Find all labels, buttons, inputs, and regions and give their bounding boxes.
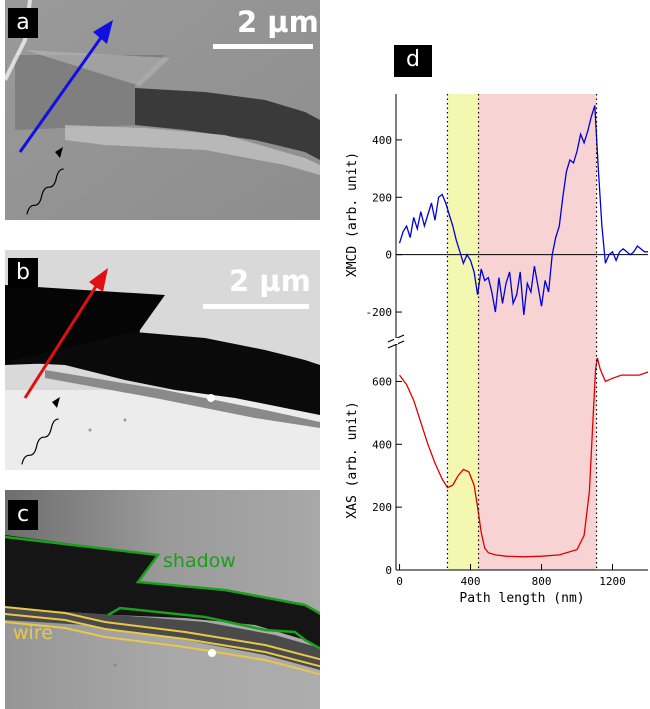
panel-label-a: a — [8, 8, 38, 38]
xtick-label: 0 — [396, 575, 403, 588]
panel-label-c: c — [8, 500, 38, 530]
ytick-label-XMCD: 0 — [385, 249, 392, 262]
xtick-label: 800 — [532, 575, 552, 588]
ytick-label-XAS: 400 — [372, 438, 392, 451]
chart-panel-d: -200 0 200 400 XMCD (arb. unit) 0 200 400 600 XAS… — [330, 80, 650, 640]
wire-label: wire — [13, 622, 53, 644]
panel-label-b: b — [8, 258, 38, 288]
axis-break-gap — [394, 338, 398, 344]
panel-label-d: d — [394, 45, 432, 77]
ylabel-XAS: XAS (arb. unit) — [345, 401, 360, 518]
scale-text-a: 2 µm — [237, 5, 319, 39]
xtick-label: 400 — [461, 575, 481, 588]
ytick-label-XAS: 0 — [385, 564, 392, 577]
xtick-label: 1200 — [599, 575, 626, 588]
ytick-label-XMCD: 400 — [372, 134, 392, 147]
scale-bar-b — [203, 304, 309, 309]
panel-a-image: a 2 µm — [5, 0, 320, 220]
band-yellow — [447, 94, 478, 570]
scale-text-b: 2 µm — [229, 264, 311, 298]
shadow-label: shadow — [163, 550, 236, 572]
scale-bar-a — [213, 44, 313, 49]
panel-b-image: b 2 µm — [5, 250, 320, 470]
ylabel-XMCD: XMCD (arb. unit) — [345, 152, 360, 277]
ytick-label-XMCD: 200 — [372, 191, 392, 204]
ytick-label-XMCD: -200 — [366, 306, 393, 319]
panel-c-image: c shadow wire — [5, 490, 320, 709]
ytick-label-XAS: 600 — [372, 375, 392, 388]
ytick-label-XAS: 200 — [372, 501, 392, 514]
xlabel: Path length (nm) — [459, 591, 584, 606]
xpeem-image-c — [5, 490, 320, 709]
band-pink — [479, 94, 597, 570]
